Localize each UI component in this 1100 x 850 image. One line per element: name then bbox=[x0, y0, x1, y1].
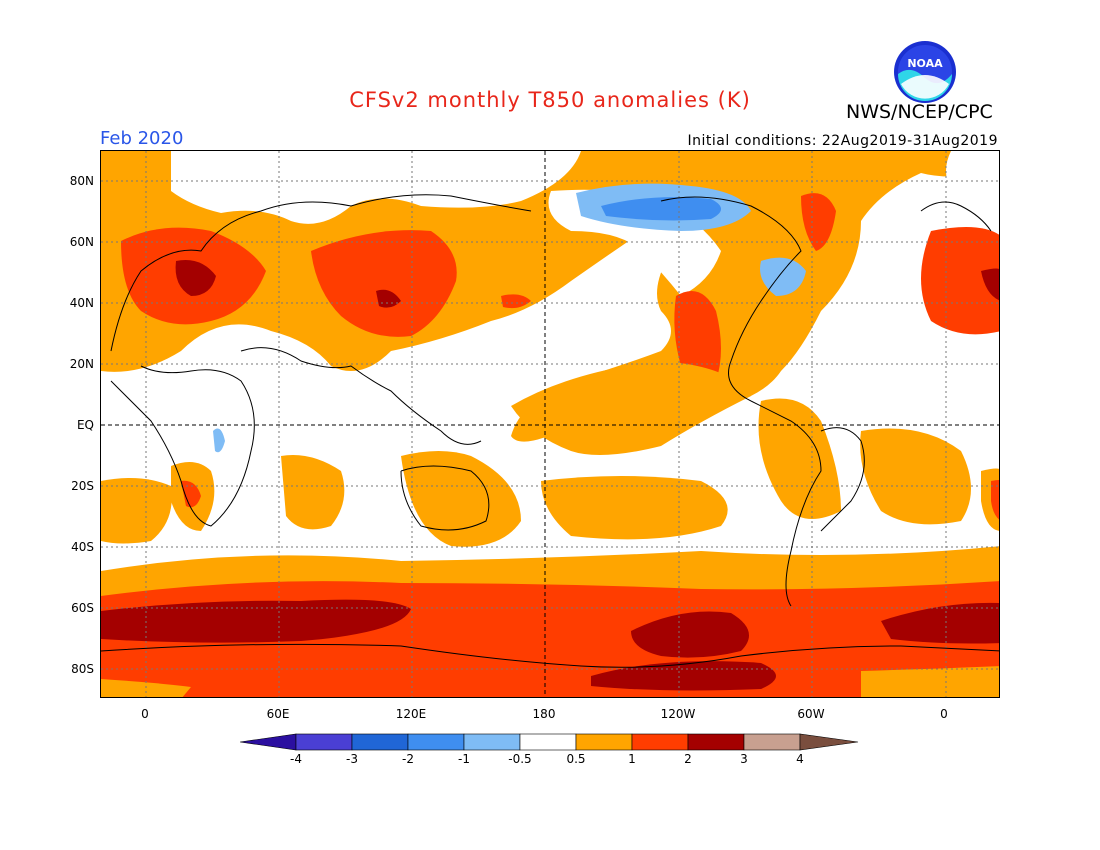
lat-label: EQ bbox=[76, 418, 94, 432]
lon-label: 60W bbox=[797, 707, 825, 721]
initial-conditions: Initial conditions: 22Aug2019-31Aug2019 bbox=[687, 133, 998, 149]
lon-label: 120W bbox=[660, 707, 696, 721]
anomaly-region bbox=[501, 294, 531, 309]
colorbar-segment bbox=[519, 733, 577, 751]
lat-label: 40N bbox=[69, 296, 94, 310]
anomaly-region bbox=[860, 428, 971, 525]
colorbar-label: 4 bbox=[796, 752, 804, 766]
graticule bbox=[101, 151, 999, 697]
colorbar-label: 1 bbox=[628, 752, 636, 766]
forecast-period: Feb 2020 bbox=[100, 128, 184, 149]
anomaly-region bbox=[921, 227, 999, 335]
colorbar-segment bbox=[575, 733, 633, 751]
colorbar-segment bbox=[631, 733, 689, 751]
colorbar-segment bbox=[407, 733, 465, 751]
colorbar-segment bbox=[743, 733, 801, 751]
anomaly-region bbox=[601, 197, 721, 221]
lat-label: 40S bbox=[71, 540, 94, 554]
colorbar-label: -2 bbox=[402, 752, 414, 766]
anomaly-region bbox=[311, 230, 457, 337]
colorbar-label: 3 bbox=[740, 752, 748, 766]
colorbar-label: 2 bbox=[684, 752, 692, 766]
lon-label: 60E bbox=[266, 707, 290, 721]
anomaly-region bbox=[281, 455, 345, 530]
agency-label: NWS/NCEP/CPC bbox=[846, 101, 993, 123]
anomaly-region bbox=[946, 151, 999, 196]
anomaly-region bbox=[181, 480, 201, 508]
lat-label: 60N bbox=[69, 235, 94, 249]
colorbar bbox=[240, 733, 859, 751]
anomaly-region bbox=[981, 268, 999, 301]
anomaly-region bbox=[541, 476, 728, 540]
lon-label: 120E bbox=[395, 707, 427, 721]
anomaly-region bbox=[401, 451, 521, 547]
lon-label: 180 bbox=[532, 707, 556, 721]
lat-label: 80S bbox=[71, 662, 94, 676]
anomaly-region bbox=[991, 480, 999, 520]
colorbar-segment bbox=[799, 733, 859, 751]
colorbar-label: 0.5 bbox=[566, 752, 586, 766]
lat-label: 60S bbox=[71, 601, 94, 615]
colorbar-segment bbox=[463, 733, 521, 751]
lon-label: 0 bbox=[141, 707, 149, 721]
anomaly-region bbox=[101, 151, 999, 442]
lat-label: 20S bbox=[71, 479, 94, 493]
colorbar-segment bbox=[687, 733, 745, 751]
anomaly-region bbox=[175, 260, 216, 296]
lat-label: 20N bbox=[69, 357, 94, 371]
lon-label: 0 bbox=[940, 707, 948, 721]
anomaly-region bbox=[881, 602, 999, 644]
colorbar-segment bbox=[295, 733, 353, 751]
anomaly-map bbox=[100, 150, 1000, 698]
map-title: CFSv2 monthly T850 anomalies (K) bbox=[349, 88, 751, 112]
noaa-logo: NOAA bbox=[894, 41, 956, 103]
lat-label: 80N bbox=[69, 174, 94, 188]
coastlines bbox=[101, 194, 999, 668]
colorbar-segment bbox=[351, 733, 409, 751]
anomaly-region bbox=[801, 193, 836, 251]
anomaly-region bbox=[213, 428, 225, 453]
anomaly-region bbox=[631, 611, 749, 658]
colorbar-label: -4 bbox=[290, 752, 302, 766]
logo-text: NOAA bbox=[907, 57, 943, 70]
anomaly-region bbox=[101, 599, 411, 643]
colorbar-label: -1 bbox=[458, 752, 470, 766]
anomaly-region bbox=[101, 477, 172, 544]
anomaly-region bbox=[861, 666, 999, 697]
anomaly-region bbox=[511, 361, 751, 455]
anomaly-region bbox=[171, 151, 581, 224]
colorbar-segment bbox=[240, 733, 297, 751]
anomaly-region bbox=[674, 291, 721, 381]
colorbar-label: -3 bbox=[346, 752, 358, 766]
anomaly-map-svg bbox=[101, 151, 999, 697]
colorbar-label: -0.5 bbox=[508, 752, 532, 766]
anomaly-region bbox=[758, 398, 841, 519]
